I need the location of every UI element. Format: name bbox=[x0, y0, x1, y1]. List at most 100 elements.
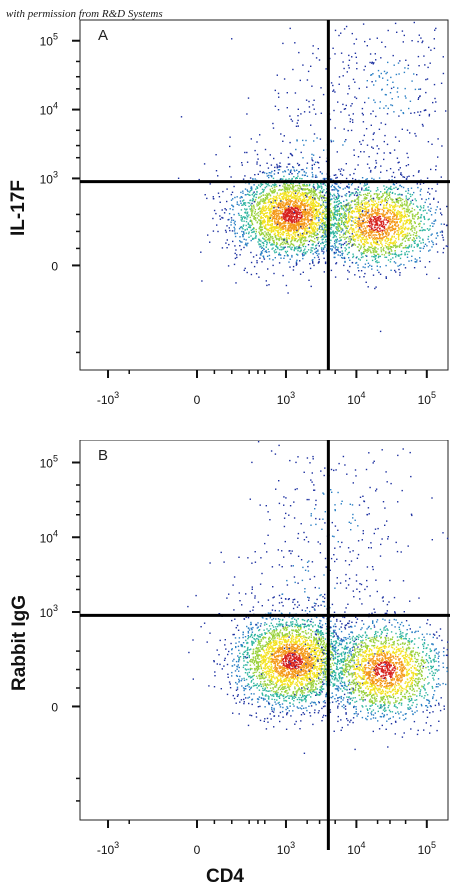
scatter-point bbox=[389, 191, 391, 193]
scatter-point bbox=[281, 212, 283, 214]
scatter-point bbox=[405, 178, 408, 180]
scatter-point bbox=[337, 228, 339, 230]
scatter-point bbox=[395, 256, 397, 258]
scatter-point bbox=[277, 248, 279, 250]
scatter-point bbox=[294, 206, 297, 208]
scatter-point bbox=[248, 232, 250, 235]
scatter-point bbox=[321, 215, 323, 217]
scatter-point bbox=[284, 193, 286, 196]
scatter-point bbox=[385, 264, 387, 267]
scatter-point bbox=[312, 199, 314, 201]
scatter-point bbox=[302, 271, 304, 273]
scatter-point bbox=[338, 225, 341, 228]
scatter-point bbox=[257, 241, 259, 243]
scatter-point bbox=[301, 236, 303, 238]
scatter-point bbox=[404, 254, 406, 256]
scatter-point bbox=[399, 245, 401, 247]
scatter-point bbox=[245, 212, 247, 214]
scatter-point bbox=[292, 215, 294, 218]
scatter-point bbox=[408, 107, 410, 110]
scatter-point bbox=[431, 222, 433, 224]
scatter-point bbox=[330, 203, 332, 205]
scatter-point bbox=[344, 216, 346, 218]
scatter-point bbox=[242, 178, 245, 180]
scatter-point bbox=[264, 250, 266, 253]
scatter-point bbox=[411, 80, 413, 82]
scatter-point bbox=[335, 206, 337, 209]
scatter-point bbox=[310, 197, 312, 200]
scatter-point bbox=[322, 242, 324, 244]
scatter-point bbox=[255, 231, 257, 233]
scatter-point bbox=[423, 216, 425, 218]
scatter-point bbox=[293, 229, 295, 232]
scatter-point bbox=[326, 191, 328, 193]
scatter-point bbox=[325, 217, 328, 220]
scatter-point bbox=[402, 112, 405, 115]
scatter-point bbox=[365, 208, 367, 210]
scatter-point bbox=[269, 219, 271, 222]
scatter-point bbox=[411, 194, 414, 196]
scatter-point bbox=[308, 211, 310, 213]
scatter-point bbox=[228, 227, 230, 229]
scatter-point bbox=[384, 199, 386, 201]
scatter-point bbox=[302, 168, 304, 171]
scatter-point bbox=[325, 230, 328, 232]
scatter-point bbox=[401, 239, 404, 241]
scatter-point bbox=[392, 228, 395, 231]
scatter-point bbox=[436, 232, 438, 235]
scatter-point bbox=[282, 185, 284, 187]
scatter-point bbox=[284, 225, 286, 227]
scatter-point bbox=[402, 226, 404, 229]
scatter-point bbox=[348, 195, 351, 198]
scatter-point bbox=[295, 231, 297, 234]
scatter-point bbox=[213, 209, 216, 212]
scatter-point bbox=[394, 252, 397, 254]
scatter-point bbox=[280, 246, 282, 248]
scatter-point bbox=[423, 245, 425, 248]
scatter-point bbox=[291, 187, 293, 189]
scatter-point bbox=[410, 187, 413, 189]
scatter-point bbox=[320, 182, 322, 185]
scatter-point bbox=[317, 209, 320, 211]
scatter-point bbox=[409, 237, 411, 239]
scatter-point bbox=[284, 190, 286, 193]
scatter-point bbox=[418, 170, 420, 172]
scatter-point bbox=[303, 183, 305, 186]
scatter-point bbox=[234, 235, 237, 238]
scatter-point bbox=[268, 212, 271, 215]
scatter-point bbox=[282, 212, 284, 215]
scatter-point bbox=[339, 213, 341, 216]
scatter-point bbox=[291, 221, 293, 224]
scatter-point bbox=[261, 247, 263, 249]
scatter-point bbox=[301, 228, 304, 230]
scatter-point bbox=[387, 234, 389, 237]
scatter-point bbox=[306, 208, 308, 211]
scatter-point bbox=[403, 227, 405, 230]
scatter-point bbox=[304, 231, 306, 233]
scatter-point bbox=[419, 229, 422, 232]
scatter-point bbox=[321, 205, 323, 208]
scatter-point bbox=[362, 243, 364, 245]
scatter-point bbox=[273, 243, 275, 246]
scatter-point bbox=[279, 188, 281, 191]
scatter-point bbox=[311, 164, 313, 166]
scatter-point bbox=[248, 194, 250, 196]
scatter-point bbox=[340, 168, 343, 170]
scatter-point bbox=[260, 223, 262, 225]
scatter-point bbox=[306, 227, 309, 229]
scatter-point bbox=[253, 265, 256, 268]
scatter-point bbox=[297, 193, 299, 195]
scatter-point bbox=[337, 197, 339, 199]
scatter-point bbox=[274, 190, 276, 192]
scatter-point bbox=[386, 231, 388, 233]
scatter-point bbox=[420, 242, 422, 244]
scatter-point bbox=[332, 189, 335, 191]
scatter-point bbox=[372, 147, 374, 149]
scatter-point bbox=[356, 188, 358, 190]
scatter-point bbox=[240, 248, 242, 251]
scatter-point bbox=[261, 232, 263, 234]
scatter-point bbox=[250, 219, 252, 221]
scatter-point bbox=[222, 190, 224, 193]
scatter-point bbox=[334, 182, 336, 185]
scatter-point bbox=[363, 252, 365, 255]
